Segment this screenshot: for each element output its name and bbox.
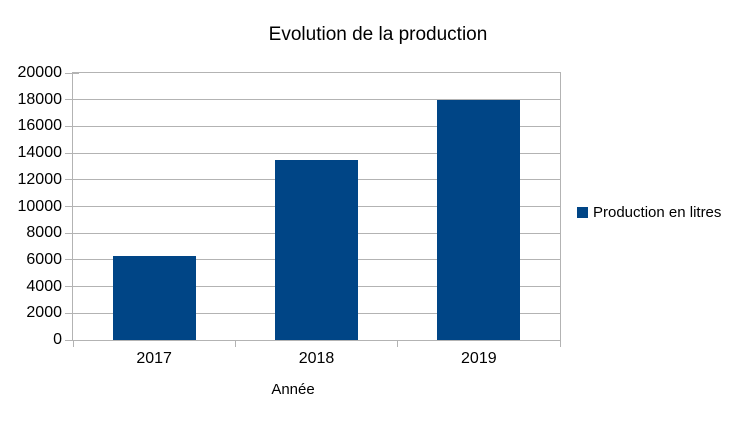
y-axis-tick: [65, 259, 79, 261]
y-axis-tick-label: 0: [53, 331, 62, 348]
bar-2019: [437, 99, 521, 340]
y-axis-tick: [65, 152, 79, 154]
y-axis-tick-label: 10000: [17, 197, 63, 215]
y-axis-labels: 0 2000 4000 6000 8000 10000 12000 14000 16000 180…: [0, 0, 63, 425]
chart-title: Evolution de la production: [268, 24, 488, 45]
x-axis-tick: [559, 340, 561, 347]
y-axis-tick: [65, 72, 79, 74]
y-axis-tick-label: 14000: [17, 144, 63, 162]
gridline: [73, 125, 560, 127]
y-axis-tick-label: 18000: [17, 90, 63, 108]
x-axis-category-label: 2019: [461, 350, 497, 367]
y-axis-tick: [65, 125, 79, 127]
x-axis-tick: [397, 340, 399, 347]
x-axis-category-label: 2018: [298, 350, 335, 367]
y-axis-tick: [65, 99, 79, 101]
x-axis-title: Année: [271, 381, 315, 398]
bar-2017: [112, 255, 196, 340]
plot-area: [65, 72, 561, 347]
y-axis-tick: [65, 232, 79, 234]
y-axis-tick-label: 16000: [17, 117, 63, 135]
y-axis-tick-label: 6000: [26, 250, 62, 268]
y-axis-tick-label: 12000: [17, 170, 63, 188]
gridline: [73, 99, 560, 101]
x-axis-tick: [72, 340, 74, 347]
x-axis-category-label: 2017: [136, 350, 172, 367]
y-axis-tick-label: 20000: [17, 64, 63, 81]
y-axis-tick: [65, 179, 79, 181]
bar-2018: [275, 160, 358, 340]
y-axis-tick: [65, 206, 79, 207]
y-axis-tick-label: 4000: [26, 277, 62, 295]
y-axis-tick-label: 2000: [26, 304, 62, 322]
y-axis-tick: [65, 286, 79, 288]
y-axis-tick: [65, 312, 79, 314]
y-axis-tick: [65, 339, 79, 341]
legend: Production en litres: [577, 200, 721, 224]
x-axis-tick: [234, 340, 236, 347]
gridline: [73, 152, 560, 154]
legend-swatch-square-icon: [577, 206, 588, 218]
y-axis-tick-label: 8000: [26, 224, 62, 242]
legend-label: Production en litres: [593, 203, 722, 221]
